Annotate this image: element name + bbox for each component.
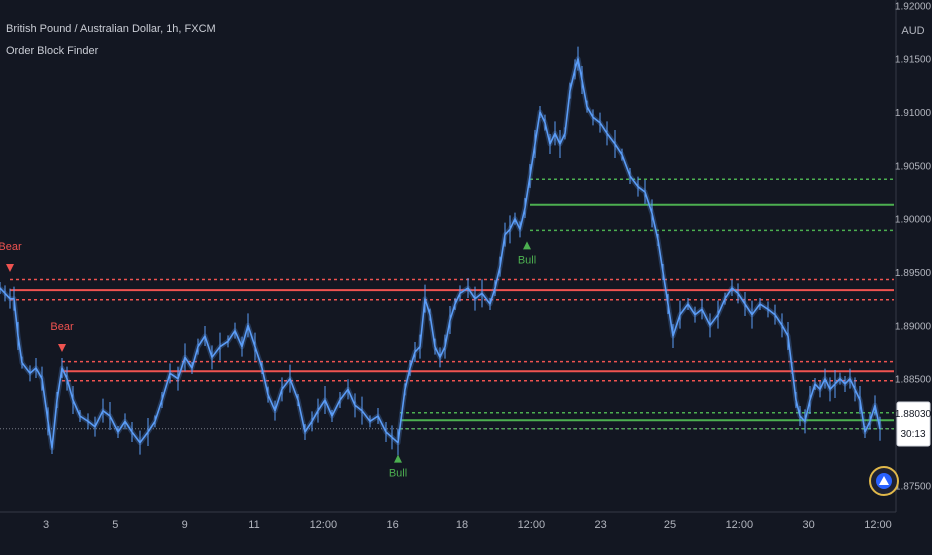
time-tick-label: 3	[43, 519, 49, 531]
bull-signal-label: Bull	[389, 468, 407, 480]
price-tick-label: 1.90500	[895, 161, 932, 172]
time-tick-label: 16	[387, 519, 399, 531]
indicator-name[interactable]: Order Block Finder	[6, 45, 99, 57]
bull-signal-arrow	[523, 241, 531, 250]
last-price-marker: 1.88030 30:13	[895, 401, 932, 447]
countdown: 30:13	[900, 429, 925, 440]
bear-signal-label: Bear	[50, 321, 74, 333]
time-tick-label: 25	[664, 519, 676, 531]
bull-signal-arrow	[394, 454, 402, 463]
price-tick-label: 1.92000	[895, 1, 932, 12]
time-tick-label: 30	[803, 519, 815, 531]
time-tick-label: 12:00	[864, 519, 892, 531]
last-price: 1.88030	[895, 409, 932, 420]
last-price-box	[896, 401, 931, 447]
price-series	[0, 46, 883, 457]
time-tick-label: 12:00	[518, 519, 546, 531]
symbol-title[interactable]: British Pound / Australian Dollar, 1h, F…	[6, 23, 216, 35]
bull-signal-label: Bull	[518, 254, 536, 266]
price-tick-label: 1.89000	[895, 321, 932, 332]
bear-signal-arrow	[6, 264, 14, 272]
time-axis[interactable]: 3 5 9 11 12:00 16 18 12:00 23 25 12:00 30 12:00	[43, 519, 892, 531]
time-tick-label: 5	[112, 519, 118, 531]
price-line	[0, 57, 881, 449]
currency-label: AUD	[901, 25, 924, 37]
price-tick-label: 1.89500	[895, 268, 932, 279]
publisher-logo	[869, 466, 899, 496]
time-tick-label: 11	[248, 519, 259, 531]
price-tick-label: 1.88500	[895, 375, 932, 386]
time-tick-label: 9	[182, 519, 188, 531]
price-axis[interactable]: 1.92000 1.91500 1.91000 1.90500 1.90000 1.895…	[895, 1, 932, 492]
bear-signal-label: Bear	[0, 241, 22, 253]
price-tick-label: 1.91500	[895, 55, 932, 66]
signals: Bear Bear Bull Bull	[0, 241, 536, 480]
time-tick-label: 18	[456, 519, 468, 531]
bear-signal-arrow	[58, 344, 66, 352]
price-tick-label: 1.91000	[895, 108, 932, 119]
time-tick-label: 12:00	[310, 519, 338, 531]
price-tick-label: 1.90000	[895, 215, 932, 226]
time-tick-label: 12:00	[726, 519, 754, 531]
price-tick-label: 1.87500	[895, 481, 932, 492]
time-tick-label: 23	[595, 519, 607, 531]
order-blocks	[0, 178, 894, 430]
